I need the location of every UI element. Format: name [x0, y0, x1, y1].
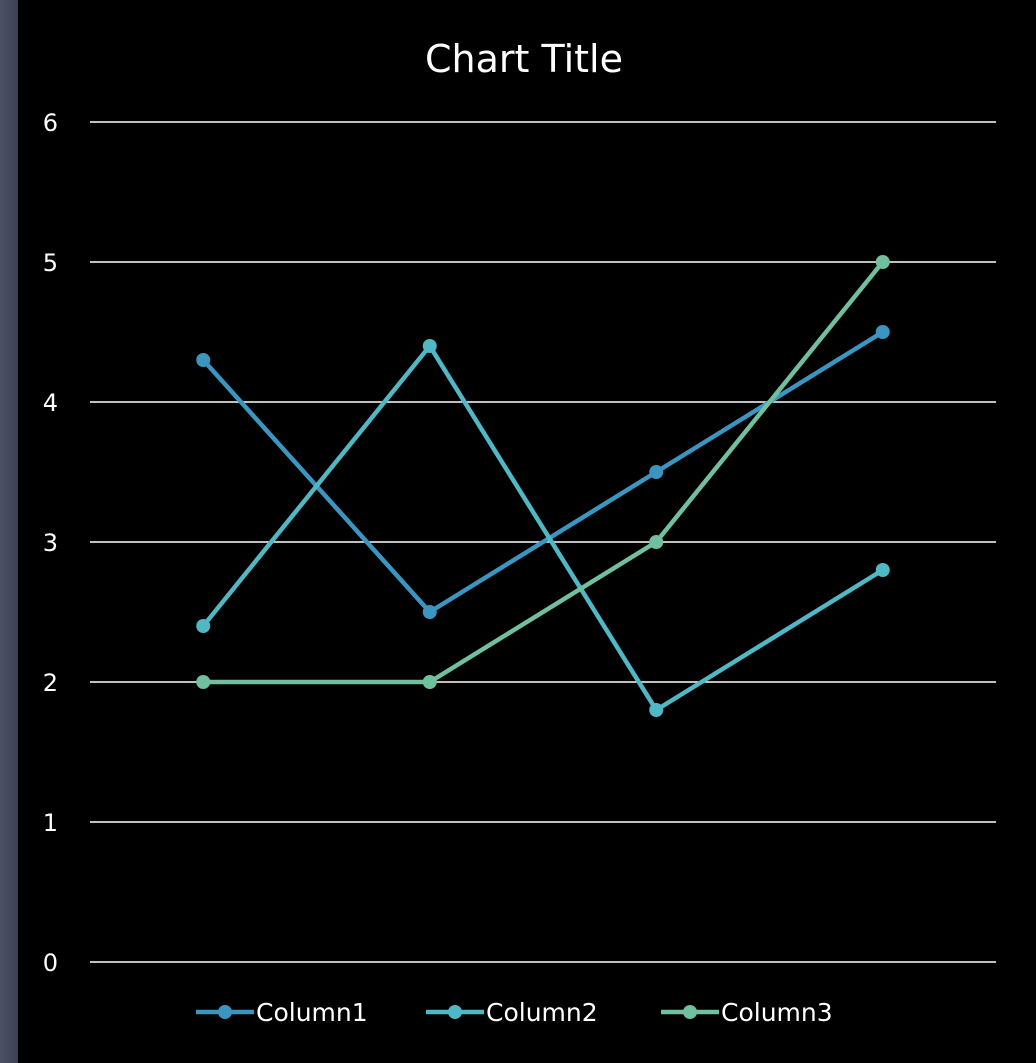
series-layer: [196, 255, 890, 717]
data-point-column1-2: [422, 605, 437, 619]
y-tick-label-2: 2: [43, 669, 58, 697]
y-axis-labels: 0 1 2 3 4 5 6: [43, 109, 58, 977]
series-line-column2: [201, 343, 885, 713]
data-point-column3-4: [875, 255, 890, 269]
data-point-column1-3: [649, 465, 664, 479]
legend-item-column3: Column3: [661, 998, 833, 1027]
series-column3: [196, 255, 890, 689]
data-point-column2-2: [422, 339, 437, 353]
y-tick-label-1: 1: [43, 809, 58, 837]
y-tick-label-3: 3: [43, 529, 58, 557]
y-tick-label-0: 0: [43, 949, 58, 977]
data-point-column2-4: [875, 563, 890, 577]
legend: Column1 Column2 Column3: [196, 998, 833, 1027]
legend-swatch-marker: [448, 1005, 462, 1019]
legend-label: Column2: [486, 998, 598, 1027]
y-tick-label-5: 5: [43, 249, 58, 277]
chart-title: Chart Title: [425, 37, 623, 81]
data-point-column1-4: [875, 325, 890, 339]
window-frame-left: [0, 0, 18, 1063]
data-point-column2-1: [196, 619, 211, 633]
series-line-column1: [201, 329, 885, 615]
series-line-column3: [201, 259, 885, 685]
legend-label: Column1: [256, 998, 368, 1027]
data-point-column3-2: [422, 675, 437, 689]
legend-swatch-marker: [683, 1005, 697, 1019]
data-point-column1-1: [196, 353, 211, 367]
series-column1: [196, 325, 890, 619]
legend-label: Column3: [721, 998, 833, 1027]
y-tick-label-4: 4: [43, 389, 58, 417]
legend-swatch-marker: [218, 1005, 232, 1019]
data-point-column2-3: [649, 703, 664, 717]
y-tick-label-6: 6: [43, 109, 58, 137]
legend-item-column1: Column1: [196, 998, 368, 1027]
legend-item-column2: Column2: [426, 998, 598, 1027]
data-point-column3-3: [649, 535, 664, 549]
series-column2: [196, 339, 890, 717]
chart-area: [18, 0, 1036, 1063]
data-point-column3-1: [196, 675, 211, 689]
